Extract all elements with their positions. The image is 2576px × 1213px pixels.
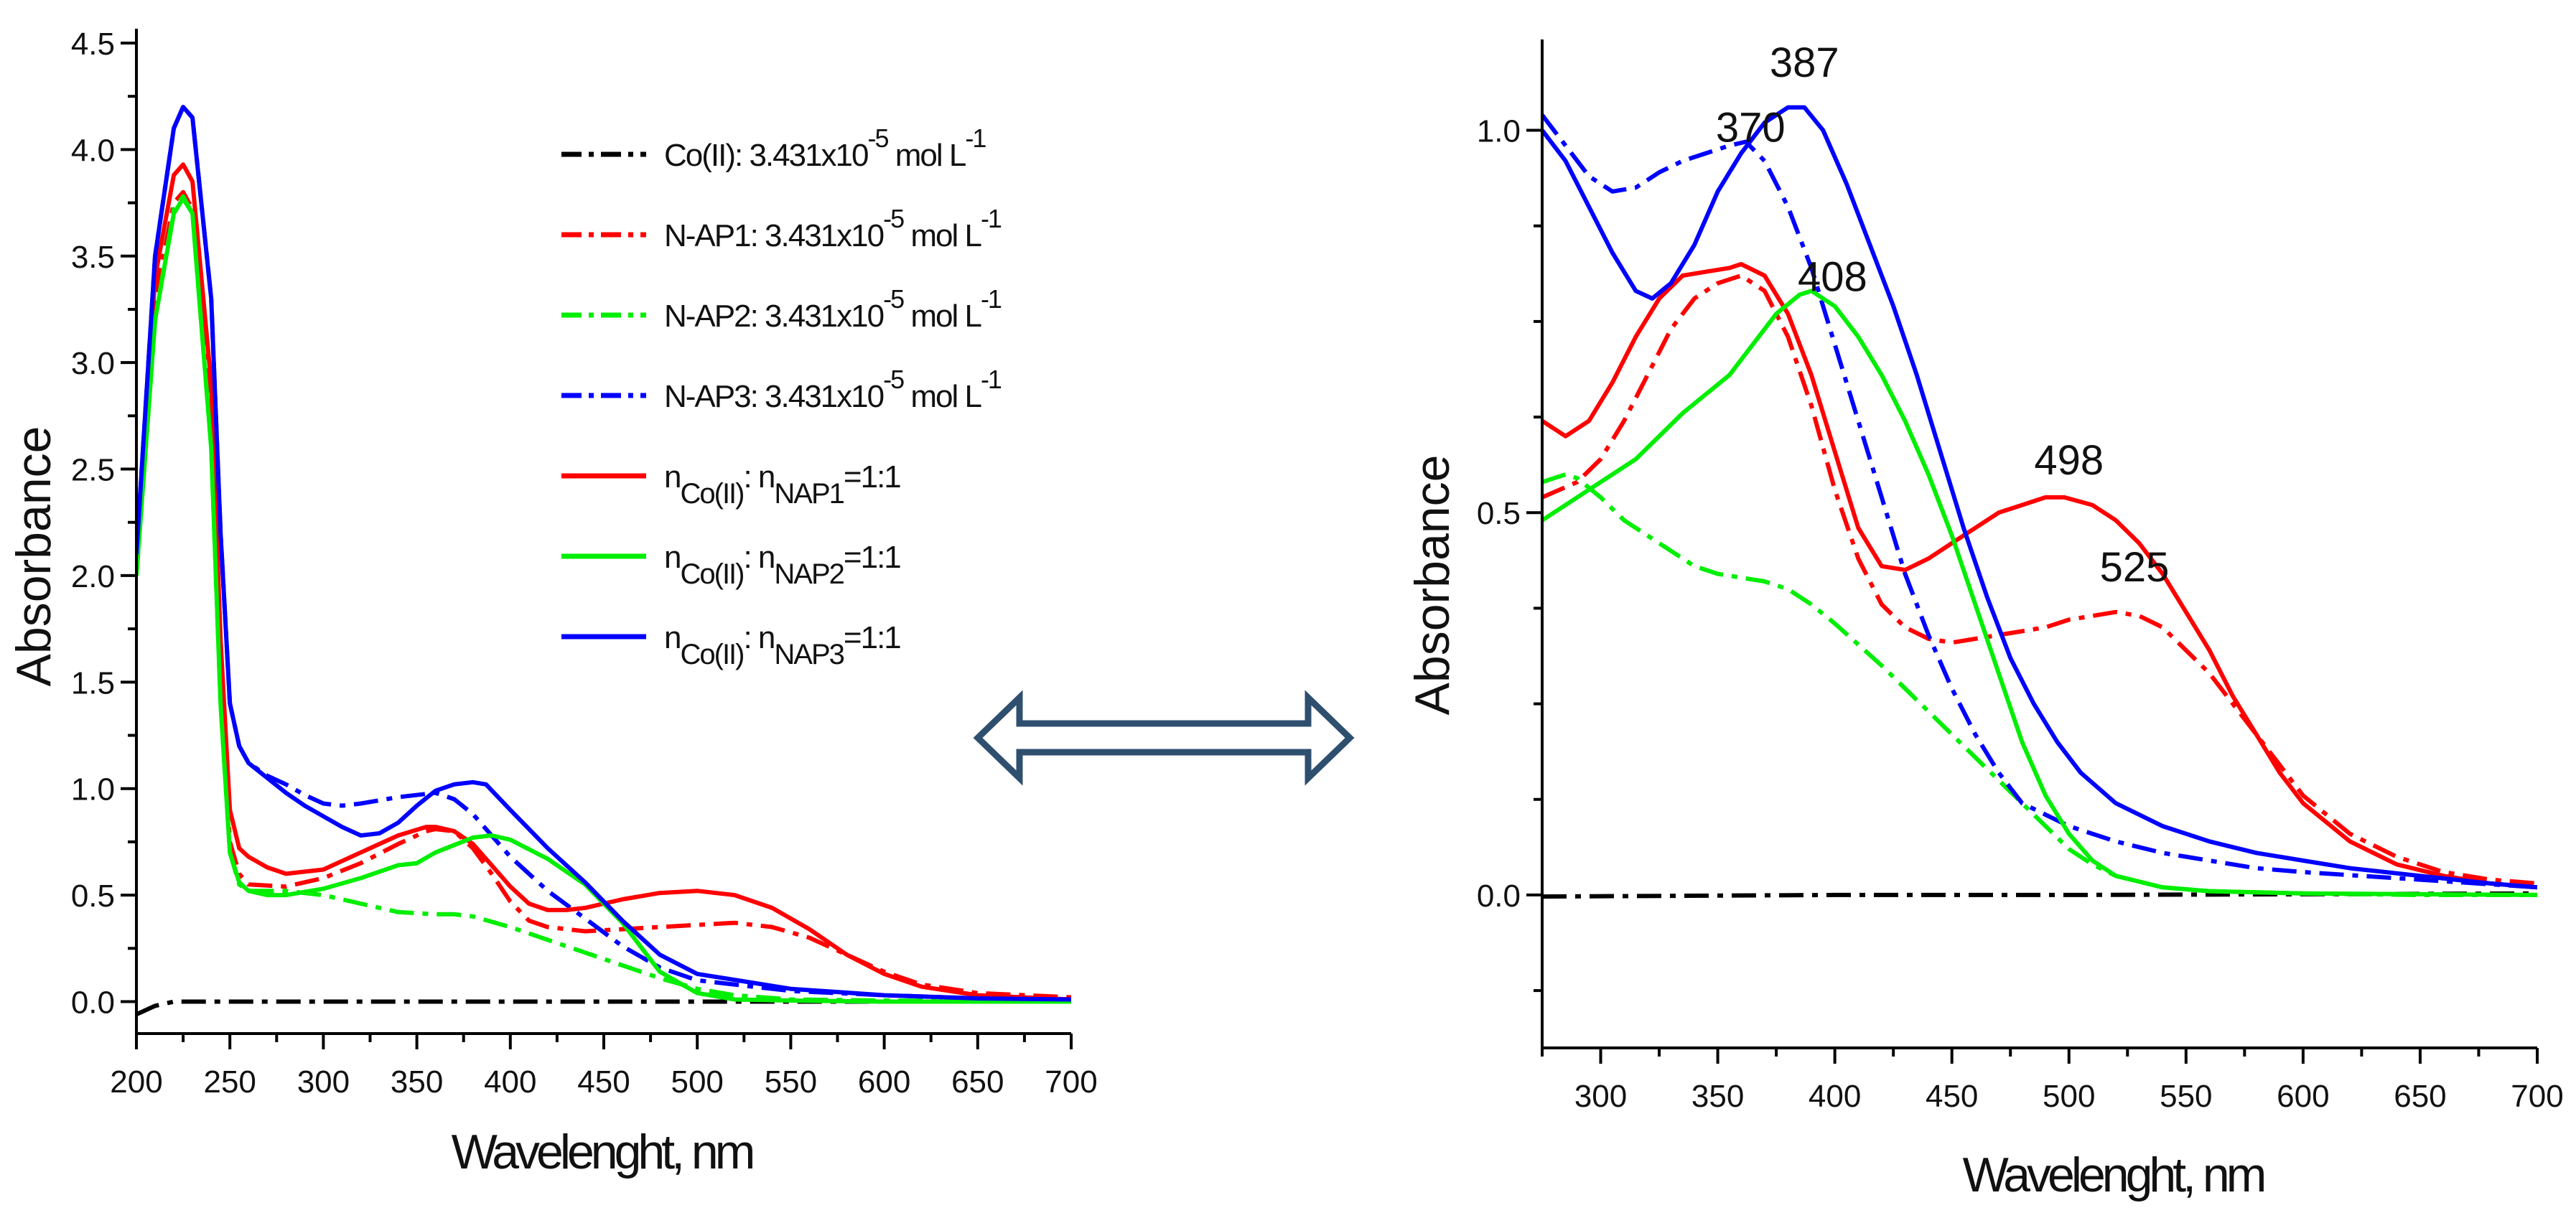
left-y-tick-label-4: 2.0: [71, 559, 115, 594]
left-x-axis-label: Wavelenght, nm: [452, 1125, 753, 1179]
right-x-tick-label-4: 500: [2043, 1079, 2095, 1114]
left-x-tick-label-2: 300: [297, 1064, 350, 1100]
legend-entry-4: nCo(II): nNAP1=1:1: [664, 459, 900, 510]
left-legend: Co(II): 3.431x10-5 mol L-1 N-AP1: 3.431x1…: [561, 123, 1003, 670]
left-chart: 200 250 300 350 400 450 500 550 600 650 700 0.0 0.5 1…: [6, 27, 1098, 1179]
peak-label-525: 525: [2100, 544, 2170, 591]
right-x-axis-label: Wavelenght, nm: [1963, 1148, 2264, 1202]
double-arrow-connector: [973, 690, 1355, 786]
left-y-tick-label-0: 0.0: [71, 985, 115, 1020]
right-x-tick-label-8: 700: [2511, 1079, 2563, 1114]
left-y-tick-label-2: 1.0: [71, 772, 115, 807]
right-tick-labels: 300 350 400 450 500 550 600 650 700 0.0 0.5 1.0: [1477, 114, 2564, 1114]
left-series-line-3: [136, 105, 1071, 1002]
right-series-line-3: [1542, 113, 2537, 890]
right-y-tick-label-0: 0.0: [1477, 879, 1521, 914]
right-series-line-2: [1542, 472, 2537, 897]
left-tick-labels: 200 250 300 350 400 450 500 550 600 650 700 0.0 0.5 1…: [71, 27, 1098, 1100]
left-x-tick-label-8: 600: [858, 1064, 910, 1100]
right-x-tick-label-0: 300: [1574, 1079, 1627, 1114]
left-plot-lines: [136, 105, 1071, 1017]
left-x-tick-label-7: 550: [765, 1064, 817, 1100]
right-series-line-4: [1542, 262, 2537, 890]
right-x-tick-label-5: 550: [2160, 1079, 2212, 1114]
legend-entry-0: Co(II): 3.431x10-5 mol L-1: [664, 123, 986, 173]
left-y-tick-label-1: 0.5: [71, 879, 115, 914]
legend-entry-5: nCo(II): nNAP2=1:1: [664, 540, 900, 590]
left-y-tick-label-6: 3.0: [71, 346, 115, 381]
left-x-tick-label-4: 400: [484, 1064, 536, 1100]
left-y-tick-label-9: 4.5: [71, 27, 115, 62]
right-x-tick-label-1: 350: [1691, 1079, 1744, 1114]
right-peak-annotations: 387 370 408 498 525: [1716, 39, 2170, 591]
left-y-axis-label: Absorbance: [6, 426, 61, 687]
left-y-tick-label-3: 1.5: [71, 665, 115, 701]
peak-label-498: 498: [2034, 437, 2104, 484]
left-x-tick-label-9: 650: [951, 1064, 1004, 1100]
left-series-line-6: [136, 105, 1071, 1002]
legend-entry-6: nCo(II): nNAP3=1:1: [664, 620, 900, 670]
right-series-line-6: [1542, 105, 2537, 890]
right-series-line-5: [1542, 289, 2537, 897]
left-series-line-5: [136, 196, 1071, 1004]
peak-label-370: 370: [1716, 105, 1786, 151]
right-x-tick-label-6: 600: [2277, 1079, 2329, 1114]
right-axes: [1526, 39, 2539, 1064]
left-x-tick-label-1: 250: [203, 1064, 256, 1100]
legend-entry-1: N-AP1: 3.431x10-5 mol L-1: [664, 204, 1002, 253]
right-chart: 300 350 400 450 500 550 600 650 700 0.0 0.5 1.0 387…: [1405, 39, 2564, 1202]
left-x-tick-label-3: 350: [391, 1064, 443, 1100]
peak-label-387: 387: [1770, 39, 1839, 86]
right-y-tick-label-2: 1.0: [1477, 114, 1521, 149]
left-x-tick-label-10: 700: [1045, 1064, 1097, 1100]
right-x-tick-label-2: 400: [1809, 1079, 1861, 1114]
right-y-axis-label: Absorbance: [1405, 455, 1460, 716]
legend-entry-2: N-AP2: 3.431x10-5 mol L-1: [664, 284, 1002, 334]
left-x-tick-label-0: 200: [110, 1064, 162, 1100]
right-x-tick-label-7: 650: [2394, 1079, 2446, 1114]
left-series-line-4: [136, 162, 1071, 1002]
left-axes: [121, 29, 1073, 1049]
peak-label-408: 408: [1798, 253, 1867, 300]
legend-entry-3: N-AP3: 3.431x10-5 mol L-1: [664, 365, 1002, 414]
left-y-tick-label-8: 4.0: [71, 133, 115, 168]
right-x-tick-label-3: 450: [1926, 1079, 1978, 1114]
left-x-tick-label-6: 500: [671, 1064, 723, 1100]
left-y-tick-label-5: 2.5: [71, 453, 115, 488]
left-x-tick-label-5: 450: [577, 1064, 630, 1100]
right-y-tick-label-1: 0.5: [1477, 496, 1521, 531]
right-plot-lines: [1542, 105, 2537, 899]
left-y-tick-label-7: 3.5: [71, 240, 115, 275]
